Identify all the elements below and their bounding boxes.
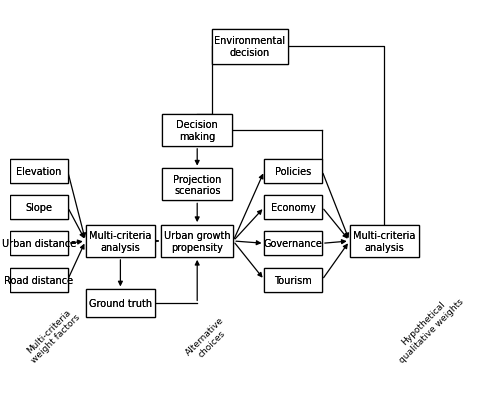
Text: Urban distance: Urban distance [2,239,76,249]
Text: Environmental
decision: Environmental decision [214,36,286,58]
Bar [264,196,322,220]
Text: Urban distance: Urban distance [2,239,76,249]
Bar [264,232,322,256]
Bar [86,226,155,257]
Text: Road distance: Road distance [4,275,73,285]
Bar [212,30,288,64]
Text: Policies: Policies [275,166,312,177]
Text: Multi-criteria
analysis: Multi-criteria analysis [89,230,152,252]
Text: Projection
scenarios: Projection scenarios [173,174,222,196]
Bar [350,226,419,257]
Bar [10,196,68,220]
Text: Alternative
choices: Alternative choices [184,315,232,364]
Bar [264,268,322,292]
Text: Projection
scenarios: Projection scenarios [173,174,222,196]
Bar [10,196,68,220]
Bar [86,290,155,318]
Bar [86,290,155,318]
Bar [212,30,288,64]
Bar [10,159,68,183]
Text: Multi-criteria
analysis: Multi-criteria analysis [353,230,416,252]
Bar [264,268,322,292]
Bar [162,115,232,147]
Bar [10,159,68,183]
Bar [264,159,322,183]
Bar [162,169,232,201]
Text: Decision
making: Decision making [176,120,218,141]
Bar [10,268,68,292]
Text: Decision
making: Decision making [176,120,218,141]
Text: Governance: Governance [264,239,322,249]
Bar [264,159,322,183]
Bar [162,115,232,147]
Text: Multi-criteria
weight factors: Multi-criteria weight factors [22,305,82,364]
Text: Urban growth
propensity: Urban growth propensity [164,230,230,252]
Bar [86,226,155,257]
Text: Ground truth: Ground truth [89,298,152,309]
Text: Hypothetical
qualitative weights: Hypothetical qualitative weights [390,289,465,364]
Bar [161,226,233,257]
Text: Ground truth: Ground truth [89,298,152,309]
Bar [10,232,68,256]
Text: Slope: Slope [26,202,52,213]
Bar [264,196,322,220]
Bar [264,232,322,256]
Text: Policies: Policies [275,166,312,177]
Text: Elevation: Elevation [16,166,62,177]
Text: Elevation: Elevation [16,166,62,177]
Bar [161,226,233,257]
Text: Multi-criteria
analysis: Multi-criteria analysis [353,230,416,252]
Text: Slope: Slope [26,202,52,213]
Bar [10,232,68,256]
Text: Tourism: Tourism [274,275,312,285]
Text: Urban growth
propensity: Urban growth propensity [164,230,230,252]
Text: Governance: Governance [264,239,322,249]
Text: Multi-criteria
analysis: Multi-criteria analysis [89,230,152,252]
Text: Road distance: Road distance [4,275,73,285]
Bar [350,226,419,257]
Bar [162,169,232,201]
Text: Economy: Economy [271,202,316,213]
Text: Economy: Economy [271,202,316,213]
Text: Tourism: Tourism [274,275,312,285]
Bar [10,268,68,292]
Text: Environmental
decision: Environmental decision [214,36,286,58]
